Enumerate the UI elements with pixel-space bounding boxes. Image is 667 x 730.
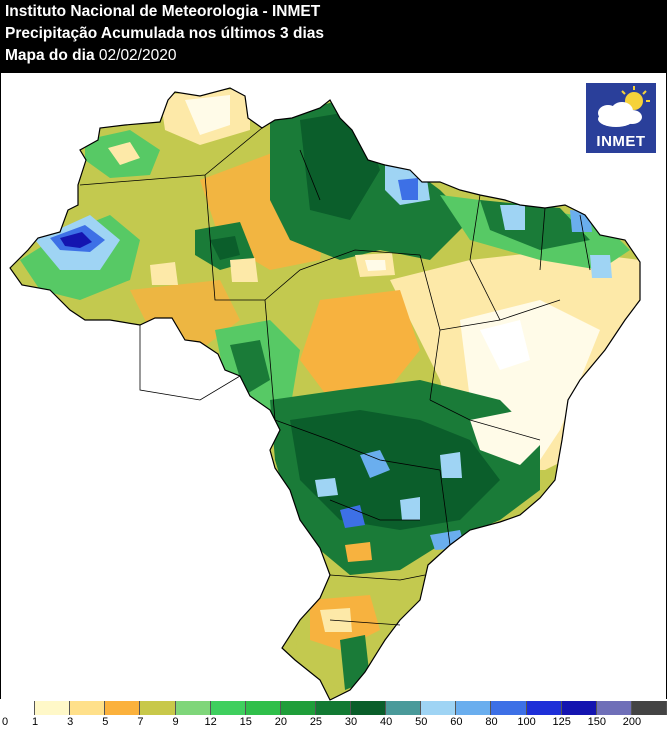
legend-tick: 15	[239, 716, 252, 728]
map-date: 02/02/2020	[98, 47, 177, 64]
legend-swatch	[210, 701, 246, 715]
brazil-outline	[9, 87, 641, 701]
legend-swatch	[35, 701, 71, 715]
map-header: Instituto Nacional de Meteorologia - INM…	[0, 0, 667, 73]
legend-swatch	[245, 701, 281, 715]
legend-tick: 25	[309, 716, 323, 728]
inmet-logo: INMET	[586, 83, 656, 153]
legend-tick: 20	[274, 716, 287, 728]
precipitation-field	[10, 88, 640, 700]
legend-swatch	[386, 701, 422, 715]
legend-swatch	[70, 701, 106, 715]
legend-swatch	[175, 701, 211, 715]
legend-swatch	[315, 701, 352, 715]
legend-tick: 9	[172, 716, 179, 728]
legend-tick: 150	[587, 716, 606, 728]
legend-tick: 60	[450, 716, 463, 728]
legend-swatch	[456, 701, 492, 715]
legend-swatch	[140, 701, 176, 715]
legend-tick: 80	[485, 716, 498, 728]
legend-tick: 125	[552, 716, 571, 728]
map-date-line: Mapa do dia 02/02/2020	[5, 47, 176, 65]
logo-text: INMET	[596, 133, 646, 150]
legend-tick: 100	[517, 716, 536, 728]
legend-swatch	[280, 701, 316, 715]
map-subtitle: Precipitação Acumulada nos últimos 3 dia…	[5, 25, 324, 42]
state-borders	[79, 127, 591, 626]
legend-tick: 3	[67, 716, 74, 728]
legend-tick: 200	[622, 716, 642, 728]
legend-swatch	[421, 701, 457, 715]
legend-swatch	[0, 701, 36, 715]
legend-tick: 0	[1, 716, 9, 728]
legend-tick: 1	[32, 716, 39, 728]
date-prefix: Mapa do dia	[5, 47, 95, 64]
legend-swatch	[631, 701, 667, 715]
cloud-sun-icon	[598, 86, 650, 127]
legend-tick: 30	[344, 716, 358, 728]
legend-tick: 12	[204, 716, 217, 728]
legend-swatch	[351, 701, 387, 715]
precipitation-legend: 0 1 3 5 7 9 12 15 20 25 30 40 50 60 80 100 125 150 200	[0, 700, 667, 730]
institute-title: Instituto Nacional de Meteorologia - INM…	[5, 3, 321, 20]
legend-swatch	[491, 701, 527, 715]
legend-tick: 5	[102, 716, 109, 728]
legend-tick: 50	[415, 716, 428, 728]
legend-swatch	[561, 701, 597, 715]
legend-swatch	[596, 701, 632, 715]
legend-swatch	[105, 701, 141, 715]
legend-tick: 7	[137, 716, 144, 728]
legend-swatch	[526, 701, 562, 715]
legend-tick: 40	[380, 716, 393, 728]
